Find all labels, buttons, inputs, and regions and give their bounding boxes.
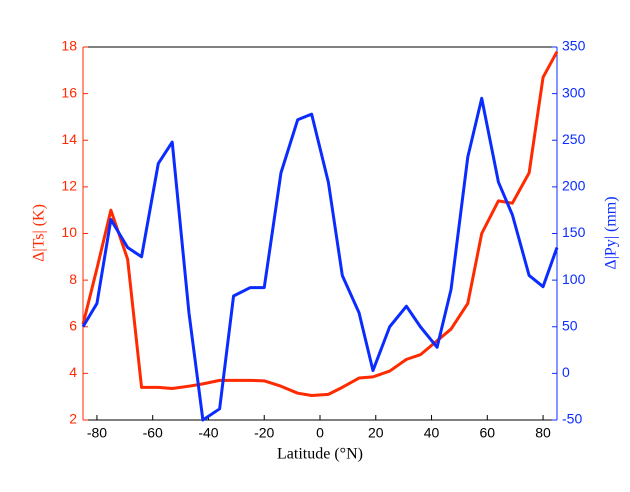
y-tick-label: 8 — [69, 271, 77, 287]
x-tick-label: -60 — [143, 425, 163, 441]
y2-tick-label: 0 — [562, 364, 570, 380]
y2-tick-label: -50 — [562, 411, 582, 427]
line-series — [81, 96, 559, 422]
y-tick-label: 10 — [61, 224, 77, 240]
y-tick-label: 12 — [61, 178, 77, 194]
y-tick-label: 2 — [69, 411, 77, 427]
y-tick-label: 16 — [61, 84, 77, 100]
y2-tick-label: 350 — [562, 38, 586, 54]
x-tick-label: -40 — [198, 425, 218, 441]
x-tick-label: 60 — [480, 425, 496, 441]
y-tick-label: 4 — [69, 364, 77, 380]
y2-tick-label: 50 — [562, 317, 578, 333]
x-tick-label: 40 — [424, 425, 440, 441]
y-axis-label: Δ|Ts| (K) — [31, 204, 48, 262]
x-tick-label: 0 — [316, 425, 324, 441]
y2-tick-label: 250 — [562, 131, 586, 147]
y-tick-label: 14 — [61, 131, 77, 147]
x-tick-label: 80 — [535, 425, 551, 441]
y2-tick-label: 100 — [562, 271, 586, 287]
line-series — [81, 50, 559, 398]
y2-tick-label: 300 — [562, 84, 586, 100]
x-tick-label: -80 — [87, 425, 107, 441]
y-tick-label: 6 — [69, 317, 77, 333]
x-axis-label: Latitude (°N) — [277, 446, 363, 463]
y2-tick-label: 200 — [562, 178, 586, 194]
y2-tick-label: 150 — [562, 224, 586, 240]
x-tick-label: 20 — [368, 425, 384, 441]
y2-axis-label: Δ|Py| (mm) — [603, 196, 620, 269]
y-tick-label: 18 — [61, 38, 77, 54]
x-tick-label: -20 — [254, 425, 274, 441]
